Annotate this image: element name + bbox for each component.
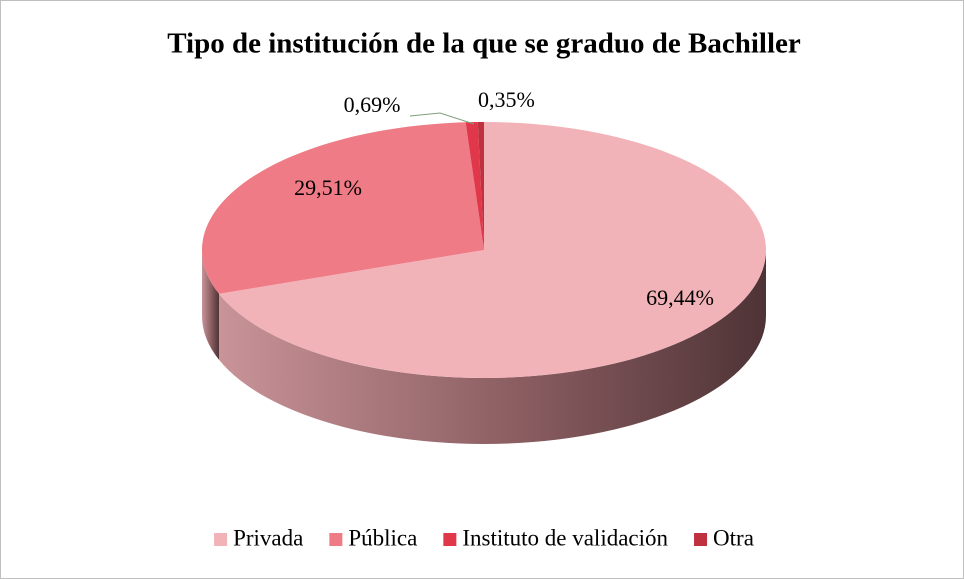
slice <box>218 122 766 378</box>
legend-swatch <box>329 533 343 546</box>
slice <box>465 122 484 250</box>
legend-label: Pública <box>348 525 417 550</box>
legend-swatch <box>694 533 708 546</box>
data-label: 0,35% <box>478 87 535 112</box>
data-label: 29,51% <box>294 175 362 200</box>
data-label: 0,69% <box>344 92 401 117</box>
legend-label: Otra <box>713 525 754 550</box>
slice <box>477 121 484 250</box>
chart-title: Tipo de institución de la que se graduo … <box>167 28 801 60</box>
legend-swatch <box>214 533 228 546</box>
slice <box>201 122 484 294</box>
legend-swatch <box>443 533 457 546</box>
leader-line <box>409 112 475 125</box>
legend-label: Instituto de validación <box>462 525 668 550</box>
slice-side <box>218 250 767 445</box>
data-label: 69,44% <box>646 285 714 310</box>
slice-side <box>202 250 219 360</box>
legend-label: Privada <box>233 525 303 550</box>
